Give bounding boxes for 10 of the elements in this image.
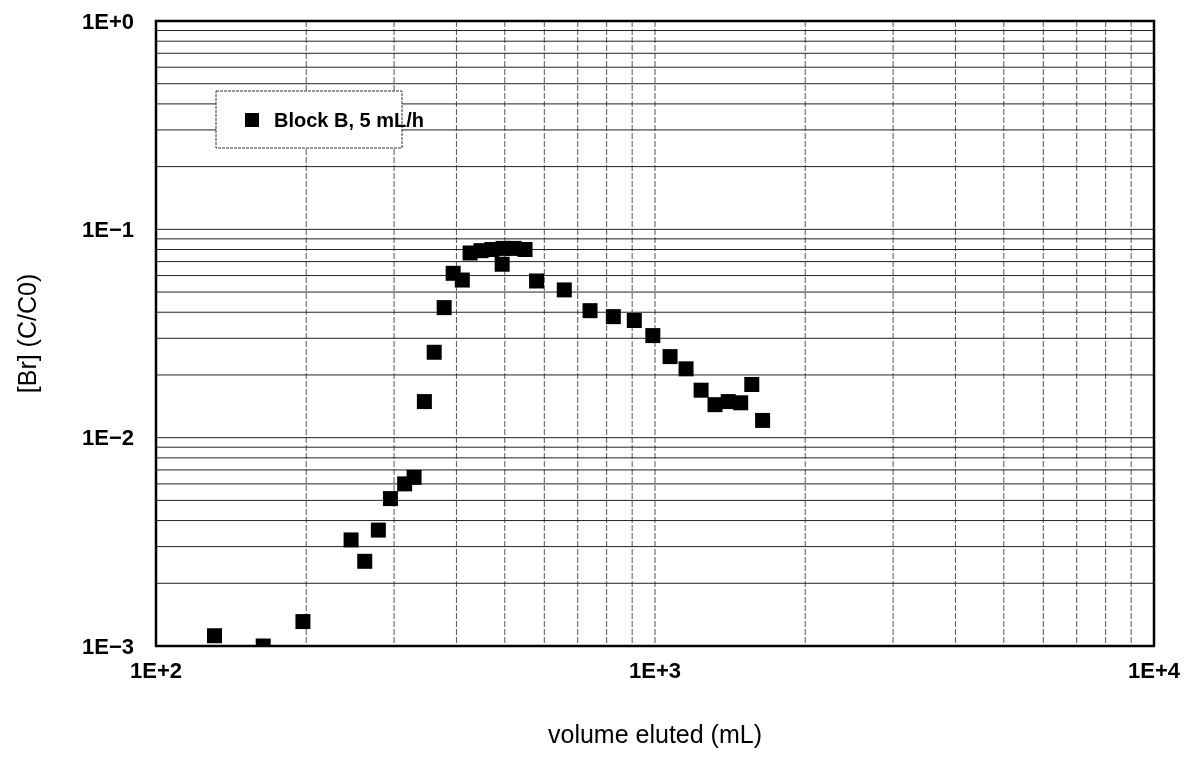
- y-tick-label: 1E−2: [82, 425, 134, 451]
- y-tick-label: 1E+0: [82, 8, 134, 34]
- y-tick-label: 1E−1: [82, 217, 134, 243]
- legend-label: Block B, 5 mL/h: [274, 109, 425, 131]
- x-tick-label: 1E+4: [1128, 658, 1181, 683]
- x-axis-title: volume eluted (mL): [548, 720, 762, 748]
- y-tick-label: 1E−3: [82, 633, 134, 659]
- y-axis-title: [Br] (C/C0): [13, 273, 41, 394]
- x-tick-label: 1E+2: [130, 658, 182, 683]
- x-tick-label: 1E+3: [629, 658, 681, 683]
